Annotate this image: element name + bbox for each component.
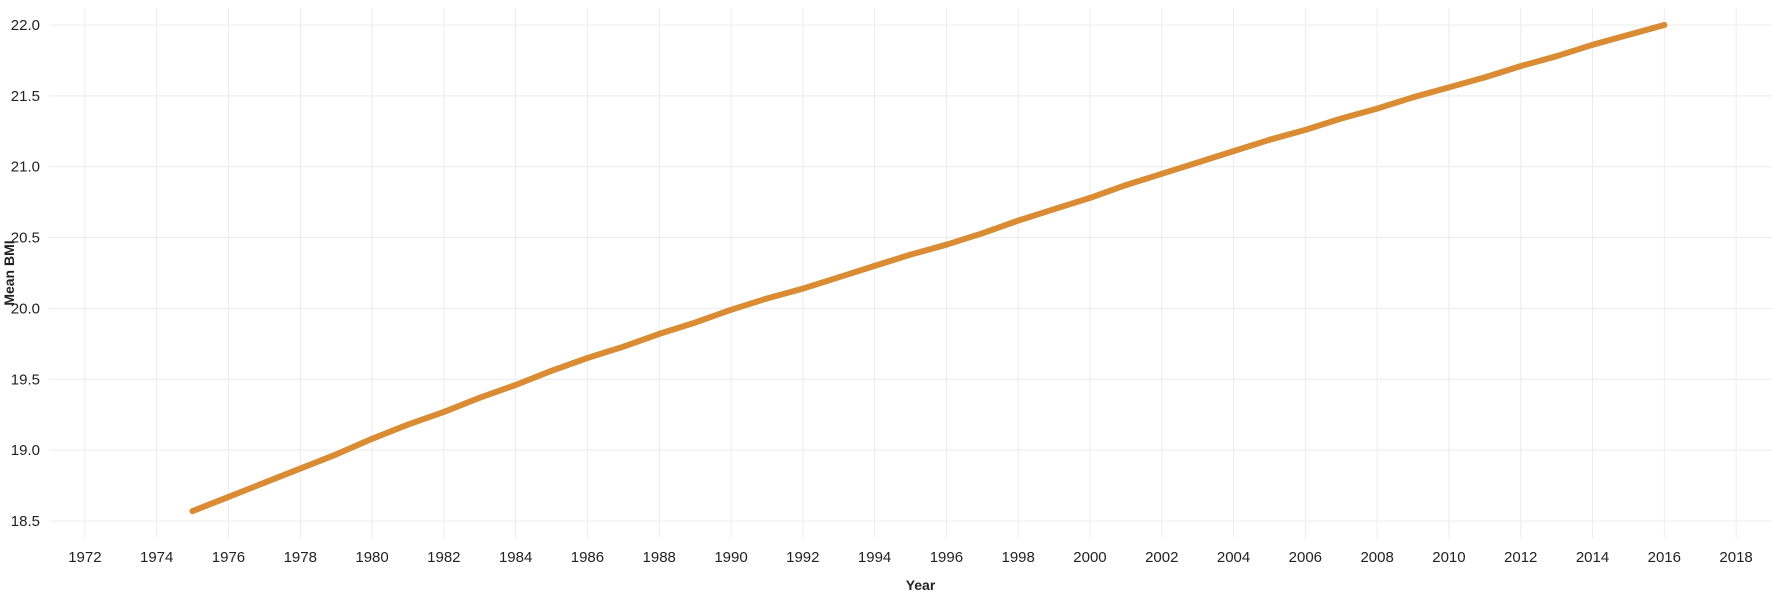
x-tick-label: 1976 <box>212 549 245 566</box>
x-axis-ticks: 1972 1974 1976 1978 1980 1982 1984 1986 1988 1990… <box>68 549 1753 566</box>
data-point <box>620 343 627 350</box>
x-tick-label: 2010 <box>1432 549 1465 566</box>
data-point <box>656 330 663 337</box>
y-tick-label: 20.0 <box>11 300 40 317</box>
data-point <box>333 451 340 458</box>
data-point <box>1194 159 1201 166</box>
x-tick-label: 2000 <box>1073 549 1106 566</box>
data-point <box>225 493 232 500</box>
data-point <box>440 408 447 415</box>
data-point <box>548 367 555 374</box>
data-point <box>584 355 591 362</box>
data-point <box>1158 170 1165 177</box>
x-tick-label: 1980 <box>355 549 388 566</box>
data-point <box>1589 41 1596 48</box>
data-point <box>1051 206 1058 213</box>
data-point <box>189 508 196 515</box>
x-tick-label: 2016 <box>1648 549 1681 566</box>
data-point <box>1122 182 1129 189</box>
data-point <box>1625 31 1632 38</box>
data-point <box>1481 74 1488 81</box>
x-tick-label: 2004 <box>1217 549 1250 566</box>
x-tick-label: 2018 <box>1719 549 1752 566</box>
x-tick-label: 1996 <box>930 549 963 566</box>
data-point <box>728 306 735 313</box>
y-tick-label: 19.0 <box>11 442 40 459</box>
data-point <box>943 241 950 248</box>
data-point <box>799 285 806 292</box>
data-point <box>476 394 483 401</box>
y-tick-label: 20.5 <box>11 230 40 247</box>
data-point <box>835 274 842 281</box>
data-point <box>369 435 376 442</box>
data-point <box>1661 22 1668 29</box>
y-tick-label: 18.5 <box>11 513 40 530</box>
x-tick-label: 1992 <box>786 549 819 566</box>
x-tick-label: 1988 <box>643 549 676 566</box>
y-tick-label: 19.5 <box>11 371 40 388</box>
data-point <box>1266 136 1273 143</box>
x-tick-label: 1998 <box>1002 549 1035 566</box>
data-point <box>871 262 878 269</box>
data-point <box>1517 63 1524 70</box>
x-tick-label: 2006 <box>1289 549 1322 566</box>
data-point <box>763 295 770 302</box>
y-tick-label: 22.0 <box>11 17 40 34</box>
series-layer <box>189 22 1668 515</box>
data-point <box>907 251 914 258</box>
x-tick-label: 1978 <box>284 549 317 566</box>
data-point <box>404 421 411 428</box>
data-point <box>1553 53 1560 60</box>
x-tick-label: 1982 <box>427 549 460 566</box>
x-tick-label: 1990 <box>714 549 747 566</box>
y-axis-ticks: 18.5 19.0 19.5 20.0 20.5 21.0 21.5 22.0 <box>11 17 40 530</box>
data-point <box>261 479 268 486</box>
data-point <box>512 381 519 388</box>
y-tick-label: 21.5 <box>11 88 40 105</box>
data-point <box>1338 115 1345 122</box>
x-tick-label: 1974 <box>140 549 173 566</box>
x-tick-label: 1994 <box>858 549 891 566</box>
x-tick-label: 2008 <box>1360 549 1393 566</box>
x-tick-label: 1972 <box>68 549 101 566</box>
gridlines <box>49 8 1772 538</box>
data-point <box>1445 84 1452 91</box>
x-tick-label: 2012 <box>1504 549 1537 566</box>
data-point <box>1374 105 1381 112</box>
data-point <box>1410 94 1417 101</box>
y-tick-label: 21.0 <box>11 159 40 176</box>
x-tick-label: 2014 <box>1576 549 1609 566</box>
data-point <box>297 465 304 472</box>
y-axis-title: Mean BMI <box>1 240 17 305</box>
x-tick-label: 1986 <box>571 549 604 566</box>
data-point <box>1015 217 1022 224</box>
data-point <box>1230 148 1237 155</box>
series-line <box>189 22 1668 515</box>
data-point <box>1086 194 1093 201</box>
data-point <box>692 319 699 326</box>
data-point <box>979 230 986 237</box>
x-tick-label: 1984 <box>499 549 532 566</box>
x-axis-title: Year <box>906 577 936 593</box>
x-tick-label: 2002 <box>1145 549 1178 566</box>
data-point <box>1302 126 1309 133</box>
